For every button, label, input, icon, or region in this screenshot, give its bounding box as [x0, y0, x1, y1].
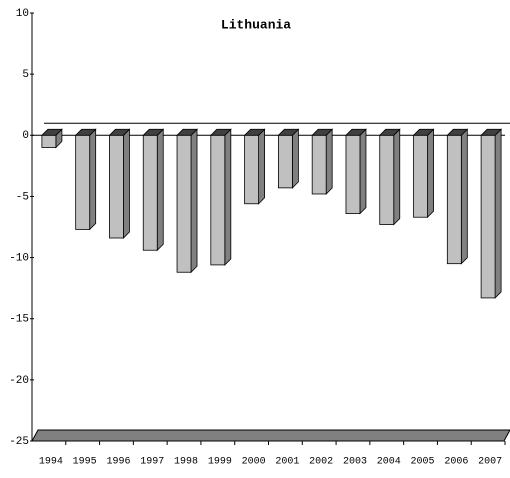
- bar-side: [224, 128, 232, 266]
- bar-side: [123, 128, 130, 239]
- bar-top: [209, 128, 232, 136]
- x-tick-label: 2000: [242, 457, 266, 468]
- bar-side: [190, 128, 198, 274]
- bar-top: [74, 128, 97, 136]
- bar-top: [243, 128, 266, 136]
- bar-top: [142, 128, 165, 136]
- x-tick-label: 1994: [39, 457, 63, 468]
- bar: [210, 134, 226, 266]
- y-tick-label: 5: [22, 69, 29, 81]
- x-tick-label: 2003: [343, 457, 367, 468]
- bar-side: [325, 128, 333, 195]
- bar-top: [412, 128, 435, 136]
- bar-side: [89, 128, 97, 231]
- y-tick-label: 10: [16, 8, 29, 20]
- bar: [446, 134, 462, 265]
- bar: [480, 134, 496, 299]
- x-tick-label: 2005: [411, 457, 435, 468]
- bar: [176, 134, 192, 273]
- x-tick-label: 1995: [73, 457, 97, 468]
- bar: [75, 134, 91, 230]
- bar-side: [291, 128, 299, 189]
- bar-top: [277, 128, 300, 136]
- bar-side: [156, 128, 164, 252]
- bar-top: [176, 128, 199, 136]
- x-tick-label: 1996: [106, 457, 130, 468]
- bar-top: [40, 128, 63, 136]
- bar-top: [378, 128, 401, 136]
- y-tick-label: 0: [22, 130, 29, 142]
- bar: [277, 134, 293, 189]
- x-tick-label: 2002: [309, 457, 333, 468]
- bar-top: [446, 128, 469, 136]
- bar: [142, 134, 158, 251]
- bar: [244, 134, 260, 205]
- y-tick-label: -5: [16, 191, 29, 203]
- y-tick-label: -10: [9, 252, 29, 264]
- floor: [31, 429, 510, 442]
- bar-side: [460, 128, 468, 265]
- bar-side: [359, 128, 367, 215]
- bar-side: [427, 128, 434, 219]
- x-tick-label: 2006: [444, 457, 468, 468]
- bar-top: [480, 128, 503, 136]
- x-tick-label: 2007: [478, 457, 502, 468]
- bar-side: [393, 128, 401, 226]
- y-tick-label: -15: [9, 314, 29, 326]
- bar-top: [311, 128, 334, 136]
- chart-title: Lithuania: [221, 17, 291, 32]
- x-tick-label: 1997: [140, 457, 164, 468]
- bar-top: [108, 128, 131, 136]
- x-tick-label: 1998: [174, 457, 198, 468]
- bar: [413, 134, 428, 218]
- bar: [345, 134, 361, 214]
- x-tick-label: 2001: [275, 457, 299, 468]
- bar-top: [344, 128, 367, 136]
- bar-side: [494, 128, 502, 299]
- bar: [379, 134, 395, 225]
- y-tick-label: -25: [9, 436, 29, 448]
- y-tick-label: -20: [9, 375, 29, 387]
- bar: [109, 134, 124, 239]
- bar: [311, 134, 327, 195]
- x-tick-label: 2004: [377, 457, 401, 468]
- bar: [41, 134, 57, 148]
- x-tick-label: 1999: [208, 457, 232, 468]
- bar-side: [258, 128, 266, 205]
